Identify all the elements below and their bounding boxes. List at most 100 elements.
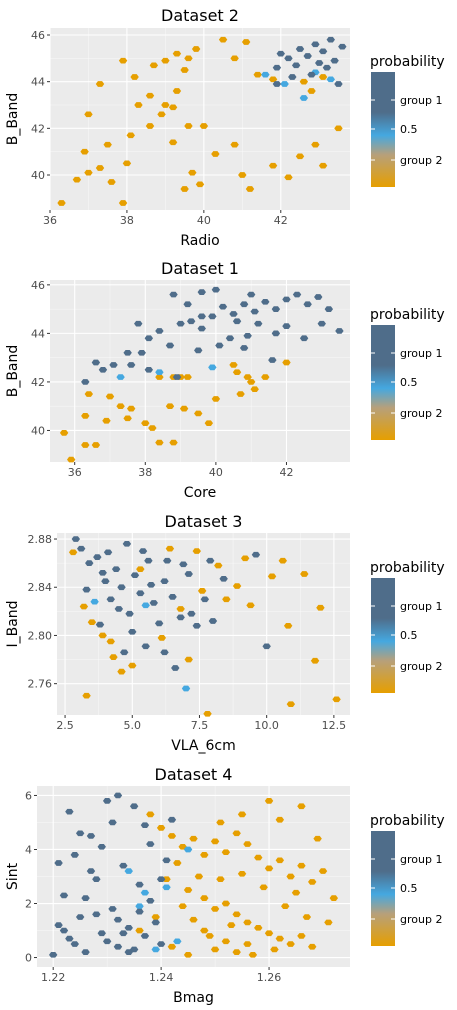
data-point	[326, 76, 335, 83]
data-point	[302, 914, 312, 920]
data-marks	[48, 792, 339, 958]
data-point	[144, 557, 153, 564]
data-point	[135, 908, 144, 915]
legend-label: 0.5	[400, 376, 418, 389]
data-point	[200, 895, 209, 901]
y-tick-label: 4	[25, 843, 32, 856]
x-tick-label: 40	[209, 466, 223, 479]
legend: probability group 1 0.5 group 2	[370, 560, 445, 693]
data-point	[280, 81, 289, 87]
data-point	[194, 410, 203, 417]
data-point	[183, 374, 192, 380]
data-point	[156, 941, 166, 947]
chart-title: Dataset 1	[161, 259, 239, 278]
x-tick-label: 36	[43, 214, 57, 227]
data-point	[161, 102, 170, 108]
data-point	[221, 938, 231, 945]
data-point	[307, 71, 316, 78]
data-point	[250, 308, 259, 315]
data-point	[146, 811, 155, 818]
data-point	[81, 379, 90, 385]
y-tick-label: 2.88	[28, 533, 53, 546]
data-point	[108, 819, 117, 826]
x-tick-label: 5.0	[124, 719, 142, 732]
legend-label: group 2	[400, 660, 442, 673]
data-point	[246, 379, 256, 385]
data-point	[261, 374, 270, 380]
data-point	[232, 911, 241, 918]
data-point	[261, 71, 270, 78]
data-point	[125, 610, 134, 617]
data-point	[221, 849, 231, 856]
data-point	[299, 95, 309, 101]
data-point	[95, 621, 105, 628]
data-point	[179, 405, 189, 412]
data-point	[184, 123, 193, 129]
data-point	[122, 541, 132, 547]
data-point	[232, 369, 242, 376]
data-point	[243, 374, 252, 380]
data-point	[72, 176, 82, 183]
data-point	[292, 291, 302, 298]
y-tick-label: 46	[31, 29, 45, 42]
legend-label: group 1	[400, 600, 442, 613]
data-point	[162, 857, 171, 864]
data-point	[68, 549, 78, 556]
data-point	[155, 328, 164, 334]
data-point	[334, 125, 343, 132]
data-point	[116, 403, 125, 410]
data-point	[271, 306, 281, 312]
data-point	[284, 55, 293, 62]
y-tick-label: 40	[31, 169, 45, 182]
data-point	[275, 935, 285, 942]
x-tick-label: 42	[279, 466, 293, 479]
data-point	[118, 57, 128, 64]
data-point	[145, 92, 155, 99]
panel-2: Dataset 1 36 38 40 42 40 42 44 46 Core B_Band proba…	[5, 259, 445, 501]
data-point	[123, 349, 132, 356]
data-point	[107, 179, 116, 185]
data-point	[126, 362, 136, 368]
data-point	[282, 296, 291, 303]
legend-label: 0.5	[400, 629, 418, 642]
data-point	[85, 560, 94, 566]
data-point	[130, 572, 140, 579]
data-point	[232, 830, 241, 837]
x-tick-label: 1.26	[257, 971, 282, 984]
data-point	[48, 952, 58, 958]
data-point	[93, 554, 102, 560]
data-point	[178, 903, 187, 910]
x-tick-label: 2.5	[56, 719, 74, 732]
data-point	[194, 347, 203, 354]
x-axis-label: Bmag	[173, 990, 214, 1006]
data-point	[160, 578, 169, 585]
data-point	[243, 941, 252, 947]
legend-label: group 1	[400, 94, 442, 107]
data-point	[300, 571, 309, 577]
data-point	[59, 430, 69, 436]
data-point	[310, 657, 320, 664]
data-point	[54, 922, 63, 928]
data-point	[295, 153, 305, 160]
chart-title: Dataset 2	[161, 6, 239, 25]
data-point	[253, 71, 262, 78]
data-point	[98, 569, 107, 576]
data-point	[123, 415, 132, 422]
data-point	[102, 938, 112, 945]
data-point	[195, 181, 205, 188]
data-point	[102, 798, 112, 804]
data-point	[140, 933, 150, 939]
data-point	[180, 67, 189, 73]
data-point	[86, 868, 96, 874]
data-point	[157, 635, 167, 641]
data-point	[140, 822, 150, 829]
data-point	[81, 442, 90, 448]
data-point	[138, 548, 148, 554]
data-point	[216, 876, 225, 883]
data-point	[136, 590, 145, 597]
data-point	[316, 604, 325, 611]
data-point	[149, 62, 159, 69]
data-point	[144, 335, 154, 342]
legend-label: group 1	[400, 347, 442, 360]
